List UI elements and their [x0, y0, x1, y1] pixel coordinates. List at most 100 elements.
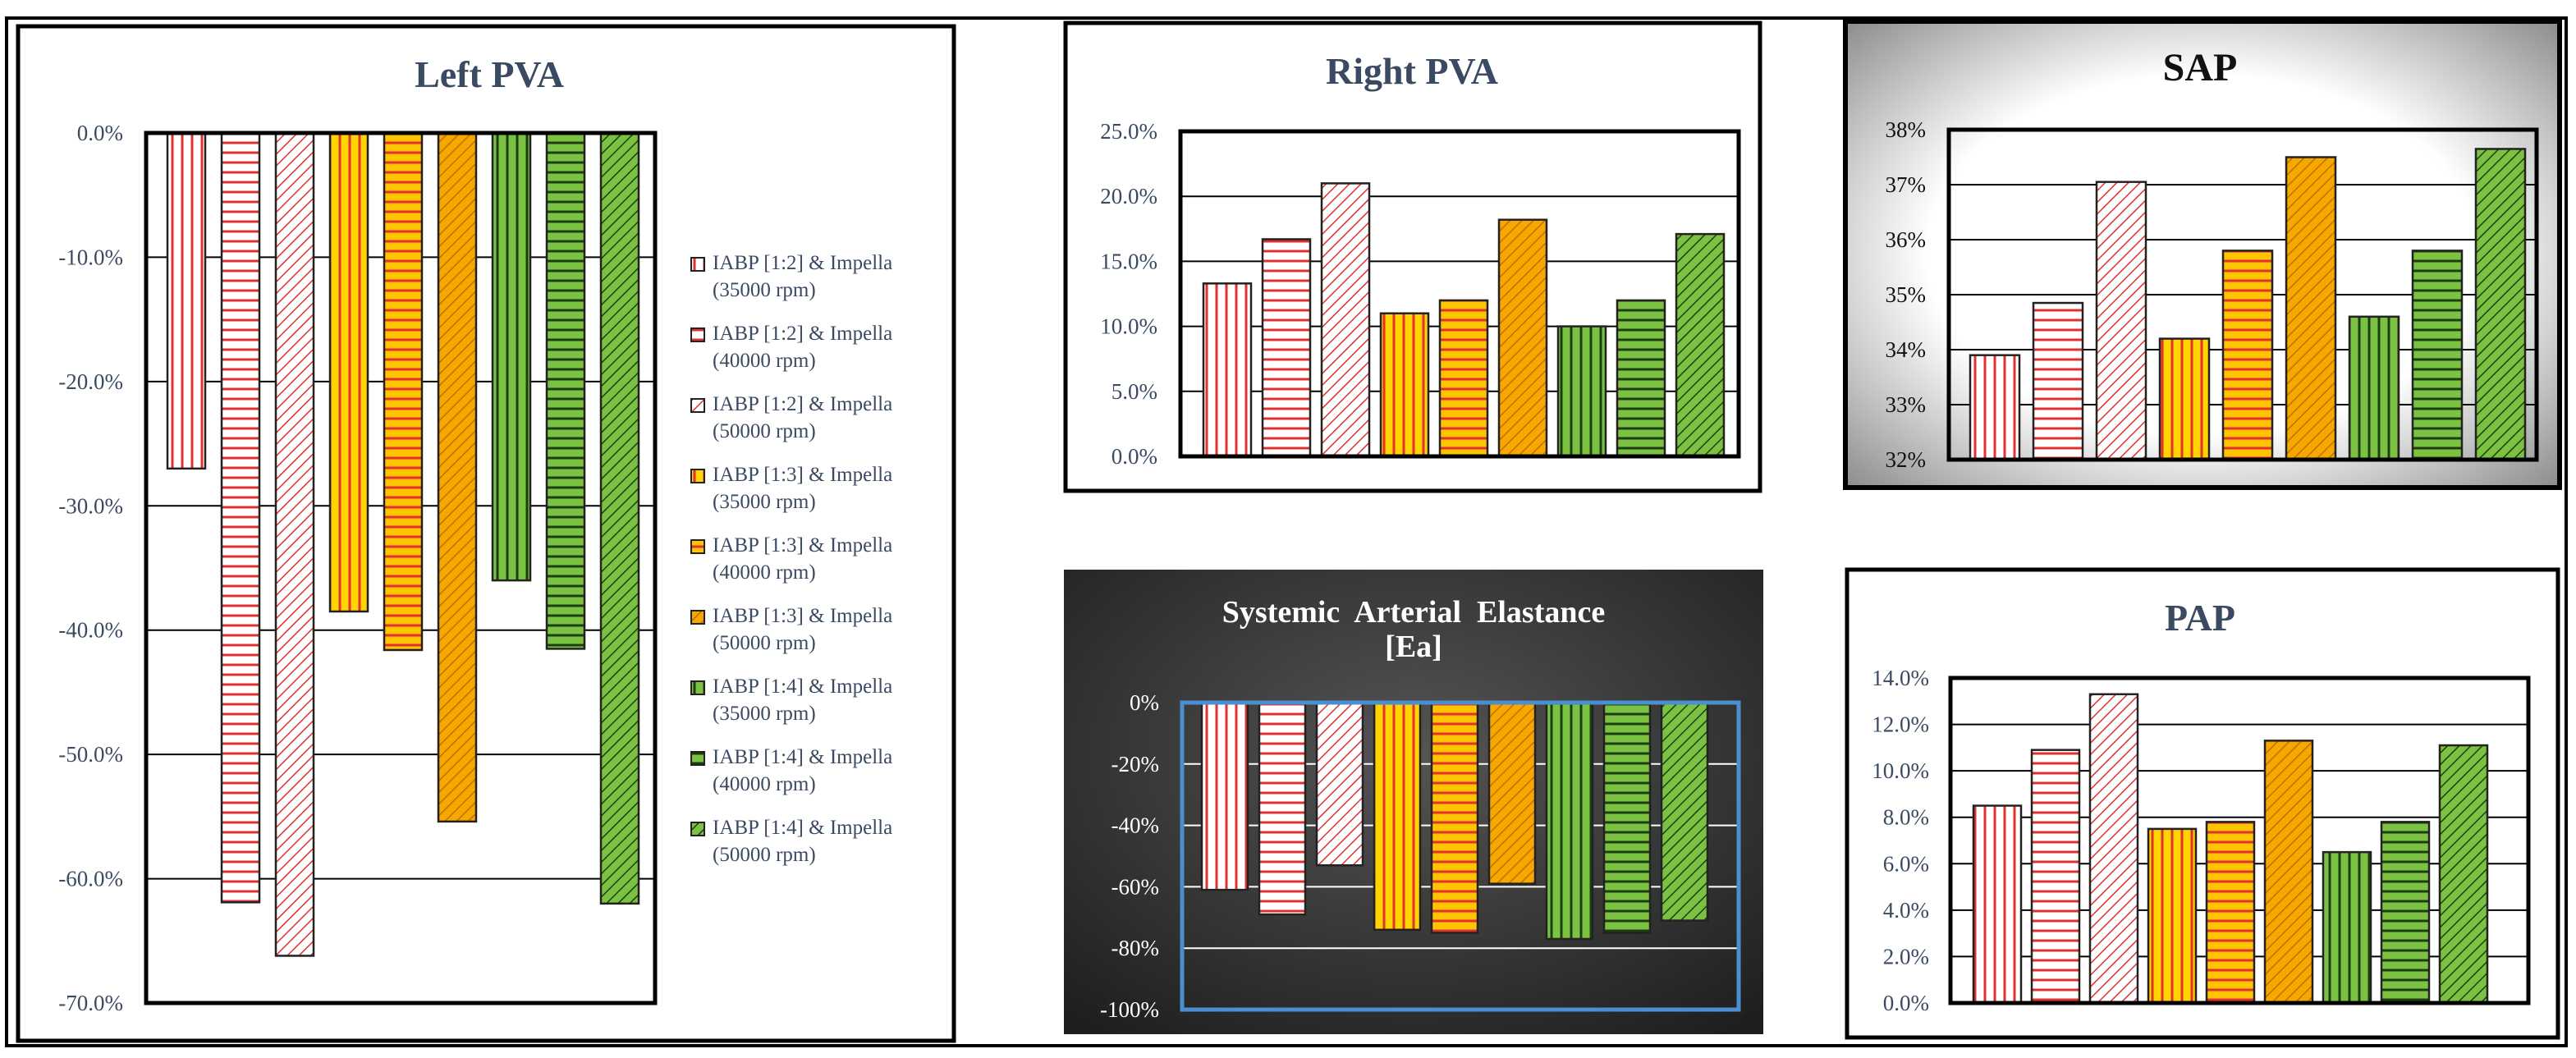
plot-frame [1180, 700, 1741, 1012]
left_pva-bar-3 [274, 131, 315, 957]
legend-label: IABP [1:2] & Impella [713, 252, 892, 274]
right_pva-bar-7 [1556, 325, 1607, 458]
left_pva-bar-4 [328, 131, 369, 613]
legend-swatch-9 [690, 822, 705, 836]
right_pva-bar-3 [1320, 182, 1371, 458]
y-tick-label: 4.0% [1883, 898, 1929, 923]
ea-plot: 0% -20% -40% -60% -80% -100% [1100, 690, 1741, 1022]
y-tick-label: -40% [1112, 813, 1159, 838]
y-tick-label: 33% [1886, 392, 1927, 417]
legend-label: IABP [1:3] & Impella [713, 605, 892, 627]
y-tick-label: -60% [1112, 874, 1159, 899]
right_pva-bar-4 [1379, 312, 1430, 458]
ea-bar-6 [1487, 701, 1537, 885]
y-tick-label: 0.0% [1883, 991, 1929, 1015]
y-tick-label: -60.0% [58, 867, 123, 891]
legend-label: IABP [1:4] & Impella [713, 676, 892, 698]
pap-bar-1 [1972, 804, 2023, 1005]
left_pva-bar-7 [491, 131, 532, 582]
figure-border [5, 16, 2568, 1047]
ea-title: Systemic Arterial Elastance [1222, 595, 1605, 630]
y-tick-label: -80% [1112, 936, 1159, 960]
legend-label-rpm: (50000 rpm) [713, 632, 816, 654]
pap-bar-2 [2030, 749, 2081, 1005]
sap-bar-7 [2348, 315, 2400, 461]
right_pva-bar-9 [1675, 232, 1726, 458]
plot-frame [1178, 129, 1741, 459]
legend-swatch-5 [690, 539, 705, 554]
legend-label: IABP [1:2] & Impella [713, 323, 892, 345]
legend-swatch-6 [690, 610, 705, 625]
y-tick-label: 0.0% [77, 121, 123, 145]
pap-bar-7 [2322, 850, 2372, 1005]
plot-frame [1946, 127, 2539, 462]
sap-bar-5 [2221, 250, 2274, 461]
y-tick-label: 20.0% [1100, 184, 1157, 208]
sap-bar-8 [2411, 250, 2464, 461]
pap-plot: 0.0% 2.0% 4.0% 6.0% 8.0% 10.0% 12.0% 14.0% [1872, 666, 2531, 1015]
pap-bar-6 [2263, 740, 2314, 1005]
ea-bar-1 [1200, 701, 1249, 891]
legend-label-rpm: (40000 rpm) [713, 561, 816, 584]
left_pva-bar-8 [545, 131, 586, 650]
pap-bar-9 [2438, 744, 2489, 1005]
y-tick-label: 2.0% [1883, 944, 1929, 969]
legend-label-rpm: (35000 rpm) [713, 279, 816, 301]
y-tick-label: 32% [1886, 447, 1927, 472]
ea-bar-5 [1430, 701, 1479, 934]
y-tick-label: 36% [1886, 227, 1927, 252]
left_pva-bar-9 [599, 131, 640, 905]
legend-label-rpm: (50000 rpm) [713, 844, 816, 866]
y-tick-label: 8.0% [1883, 805, 1929, 830]
y-tick-label: 14.0% [1872, 666, 1929, 690]
legend-swatch-8 [690, 751, 705, 766]
y-tick-label: 5.0% [1112, 379, 1157, 404]
legend-label: IABP [1:3] & Impella [713, 534, 892, 556]
right_pva-bar-5 [1438, 299, 1489, 458]
left_pva-bar-6 [437, 131, 478, 823]
sap-bar-6 [2285, 156, 2337, 461]
y-tick-label: 0% [1130, 690, 1159, 715]
sap-bar-2 [2032, 301, 2084, 461]
pap-bar-4 [2147, 827, 2198, 1005]
left-pva-plot: 0.0% -10.0% -20.0% -30.0% -40.0% -50.0% -60.0%… [58, 121, 658, 1015]
sap-bar-1 [1969, 354, 2021, 461]
left_pva-bar-5 [383, 131, 424, 652]
legend-swatch-1 [690, 257, 705, 272]
y-tick-label: -20% [1112, 752, 1159, 776]
y-tick-label: -70.0% [58, 991, 123, 1015]
legend-label-rpm: (35000 rpm) [713, 491, 816, 513]
right_pva-bar-1 [1202, 282, 1253, 458]
pap-bar-8 [2380, 821, 2431, 1005]
left_pva-bar-2 [220, 131, 261, 904]
y-tick-label: 38% [1886, 117, 1927, 142]
legend-label-rpm: (40000 rpm) [713, 773, 816, 795]
legend-swatch-7 [690, 680, 705, 695]
y-tick-label: -10.0% [58, 245, 123, 269]
legend-label-rpm: (40000 rpm) [713, 350, 816, 372]
y-tick-label: -20.0% [58, 369, 123, 394]
right_pva-bar-6 [1497, 218, 1548, 458]
left_pva-bar-1 [166, 131, 207, 470]
y-tick-label: 15.0% [1100, 249, 1157, 273]
legend-label-rpm: (35000 rpm) [713, 703, 816, 725]
sap-bar-9 [2474, 148, 2527, 461]
legend-label-rpm: (50000 rpm) [713, 420, 816, 442]
y-tick-label: 25.0% [1100, 119, 1157, 144]
ea-bar-2 [1258, 701, 1307, 916]
left-pva-panel [16, 24, 956, 1043]
y-tick-label: 10.0% [1872, 758, 1929, 783]
legend-label: IABP [1:4] & Impella [713, 817, 892, 839]
legend-label: IABP [1:2] & Impella [713, 393, 892, 415]
y-tick-label: -30.0% [58, 493, 123, 518]
y-tick-label: -40.0% [58, 618, 123, 643]
sap-bar-3 [2095, 181, 2147, 461]
plot-frame [144, 131, 658, 1005]
ea-bar-8 [1602, 701, 1652, 934]
y-tick-label: 0.0% [1112, 444, 1157, 469]
legend-label: IABP [1:3] & Impella [713, 464, 892, 486]
sap-plot: 32% 33% 34% 35% 36% 37% 38% [1886, 117, 2539, 472]
plot-frame [1948, 676, 2531, 1005]
sap-bar-4 [2158, 337, 2211, 461]
legend: IABP [1:2] & Impella (35000 rpm) IABP [1:2… [690, 252, 892, 866]
